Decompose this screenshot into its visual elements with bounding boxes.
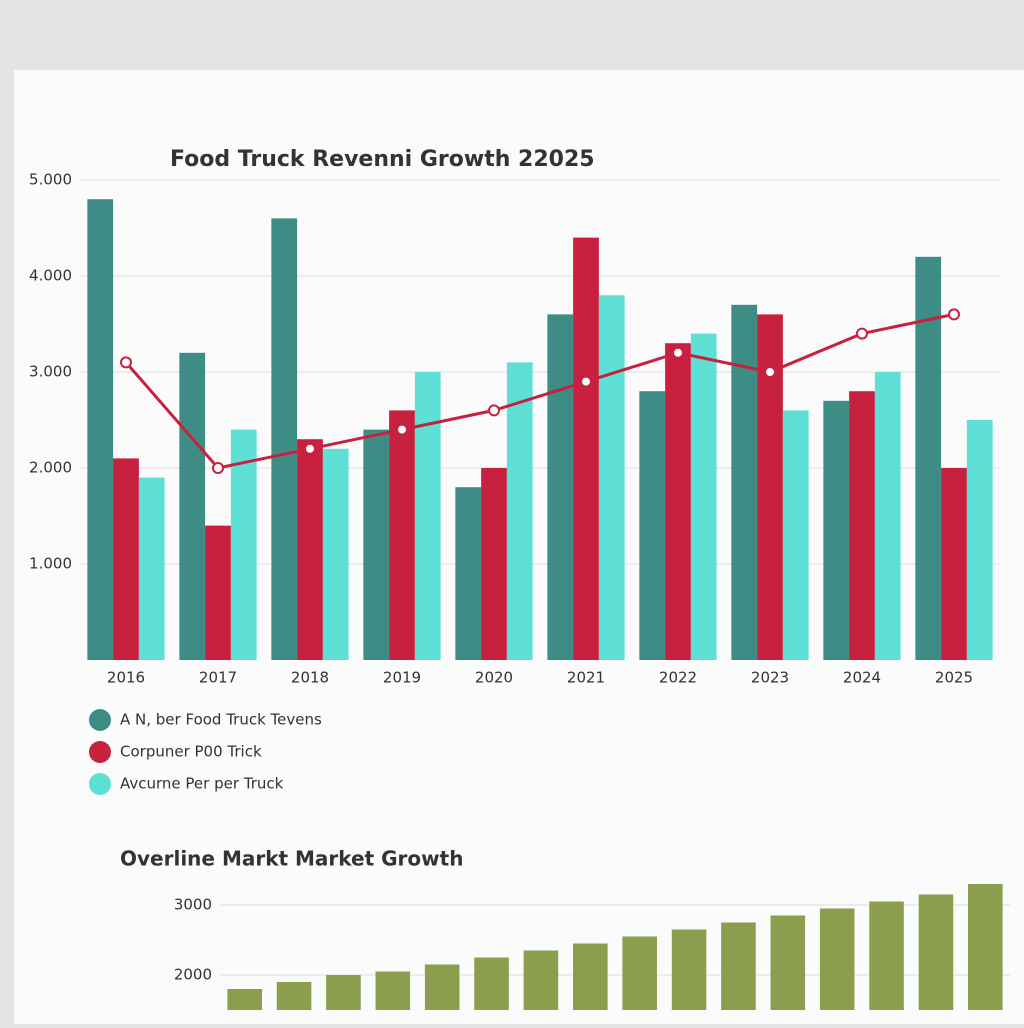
bar — [731, 304, 758, 660]
bar — [424, 964, 460, 1010]
y-tick-label: 2.000 — [29, 459, 72, 477]
bar — [506, 362, 533, 660]
x-tick-label: 2017 — [199, 669, 237, 687]
legend-marker — [89, 773, 111, 795]
x-tick-label: 2023 — [751, 669, 789, 687]
trend-point — [120, 356, 132, 369]
bar — [869, 901, 904, 1010]
bar — [230, 429, 257, 660]
bar — [474, 957, 509, 1010]
x-tick-label: 2021 — [567, 669, 605, 687]
bar — [968, 884, 1003, 1010]
y-tick-label: 3000 — [174, 896, 212, 914]
bar — [87, 199, 114, 660]
bar — [297, 439, 323, 660]
bar — [322, 448, 349, 660]
bar — [665, 343, 691, 660]
bar — [179, 352, 206, 660]
bar — [138, 477, 165, 660]
bar — [389, 410, 415, 660]
bar — [639, 391, 666, 660]
bar — [690, 333, 717, 660]
y-tick-label: 1.000 — [29, 555, 72, 573]
bar — [819, 908, 855, 1010]
bar — [849, 391, 875, 660]
x-tick-label: 2024 — [843, 669, 881, 687]
bar — [523, 950, 559, 1010]
bar — [481, 468, 507, 660]
trend-point — [304, 442, 316, 455]
x-tick-label: 2025 — [935, 669, 973, 687]
bar — [375, 971, 411, 1010]
bar — [770, 915, 806, 1010]
bar — [573, 943, 608, 1010]
bar — [721, 922, 756, 1010]
chart-title: Overline Markt Market Growth — [120, 847, 463, 871]
bar — [414, 372, 441, 660]
x-tick-label: 2016 — [107, 669, 145, 687]
bar — [966, 420, 993, 660]
trend-point — [396, 423, 408, 436]
x-tick-label: 2019 — [383, 669, 421, 687]
bar — [363, 429, 390, 660]
bar — [455, 487, 482, 660]
bar — [271, 218, 298, 660]
bar — [823, 400, 850, 660]
trend-point — [764, 366, 776, 378]
legend-marker — [89, 741, 111, 763]
trend-point — [580, 375, 592, 388]
bar — [573, 237, 599, 660]
trend-point — [212, 462, 224, 474]
bar — [918, 894, 954, 1010]
bar — [276, 982, 312, 1010]
chart-title: Food Truck Revenni Growth 22025 — [170, 147, 595, 172]
bar — [941, 468, 967, 660]
trend-line — [124, 312, 955, 470]
trend-point — [948, 308, 960, 321]
legend-label: Avcurne Per per Truck — [120, 775, 284, 793]
y-tick-label: 3.000 — [29, 363, 72, 381]
trend-point — [488, 404, 500, 417]
bar — [326, 975, 361, 1010]
x-tick-label: 2018 — [291, 669, 329, 687]
bar — [113, 458, 139, 660]
bar — [671, 929, 707, 1010]
bar — [547, 314, 574, 660]
trend-point — [856, 327, 868, 340]
bar — [915, 256, 942, 660]
bar — [598, 295, 625, 660]
legend-label: Corpuner P00 Trick — [120, 743, 262, 761]
x-tick-label: 2020 — [475, 669, 513, 687]
bar — [874, 372, 901, 660]
y-tick-label: 4.000 — [29, 267, 72, 285]
bar — [205, 525, 231, 660]
trend-point — [672, 346, 684, 359]
bar — [227, 989, 262, 1010]
bar — [622, 936, 657, 1010]
y-tick-label: 2000 — [174, 966, 212, 984]
bar — [782, 410, 809, 660]
y-tick-label: 5.000 — [29, 171, 72, 189]
legend-marker — [89, 709, 111, 731]
x-tick-label: 2022 — [659, 669, 697, 687]
legend-label: A N, ber Food Truck Tevens — [120, 711, 322, 729]
